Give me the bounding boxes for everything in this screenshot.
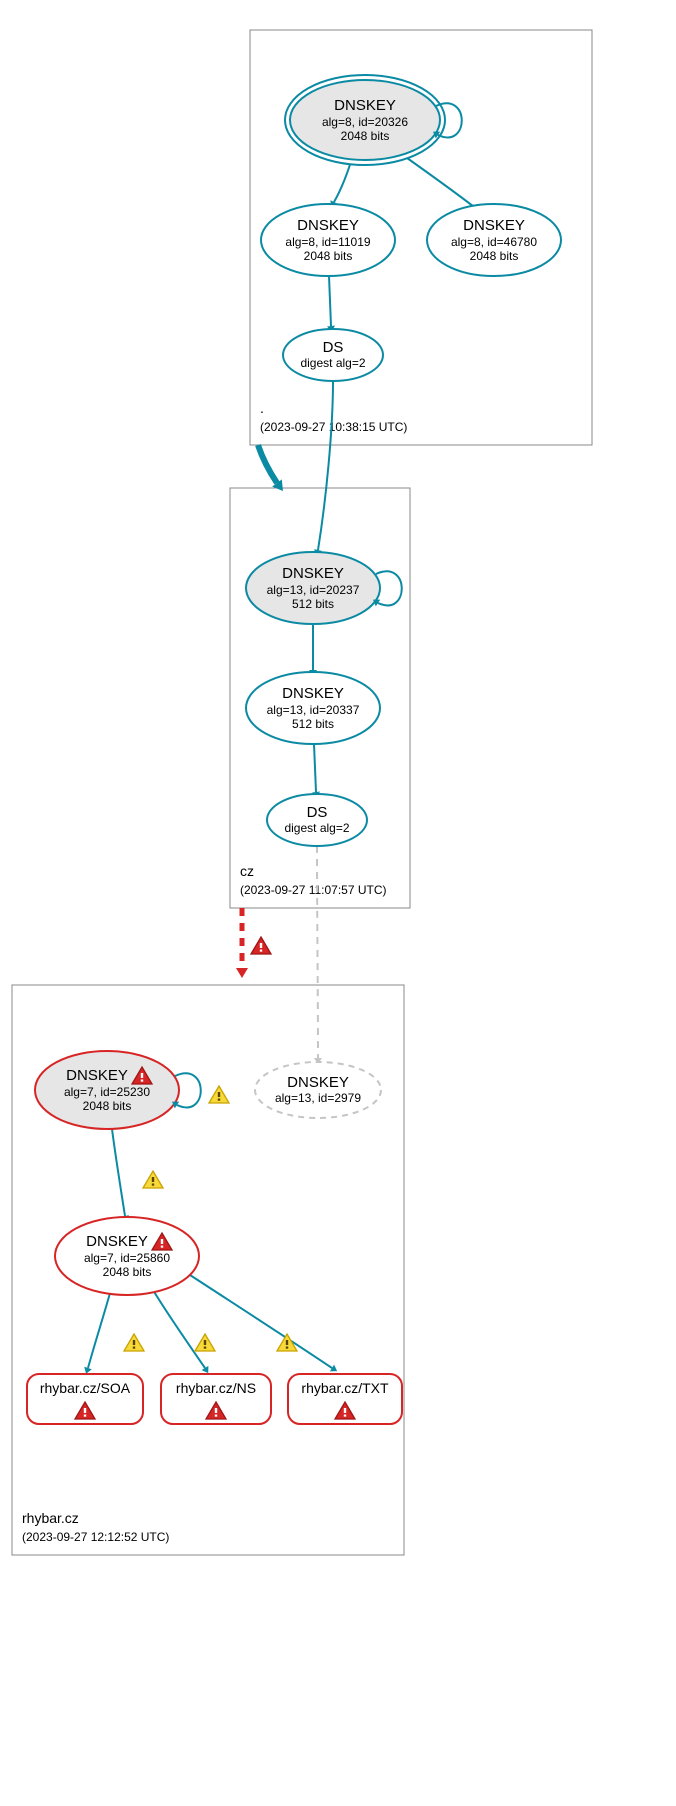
svg-text:(2023-09-27 11:07:57 UTC): (2023-09-27 11:07:57 UTC)	[240, 883, 387, 897]
svg-text:DNSKEY: DNSKEY	[282, 565, 344, 582]
svg-text:(2023-09-27 12:12:52 UTC): (2023-09-27 12:12:52 UTC)	[22, 1530, 169, 1544]
svg-text:.: .	[260, 400, 264, 416]
edge-root_ksk-root_zsk2	[400, 153, 478, 210]
svg-text:rhybar.cz/SOA: rhybar.cz/SOA	[40, 1380, 131, 1396]
svg-text:alg=7, id=25230: alg=7, id=25230	[64, 1085, 150, 1099]
edge-root_ds-cz_ksk	[318, 381, 333, 550]
edge-cz_zsk-cz_ds	[314, 744, 316, 792]
svg-text:rhybar.cz/NS: rhybar.cz/NS	[176, 1380, 256, 1396]
node-root_zsk1: DNSKEYalg=8, id=110192048 bits	[261, 204, 395, 276]
edge-cz_ds-rhy_ghost	[317, 846, 318, 1058]
node-rhy_zsk: DNSKEYalg=7, id=258602048 bits	[55, 1217, 199, 1295]
svg-text:DNSKEY: DNSKEY	[287, 1074, 349, 1091]
dnssec-diagram: . (2023-09-27 10:38:15 UTC) cz (2023-09-27 …	[0, 0, 676, 1806]
svg-text:alg=13, id=20337: alg=13, id=20337	[267, 703, 360, 717]
svg-text:alg=8, id=46780: alg=8, id=46780	[451, 235, 537, 249]
edge-rhy_zsk-soa	[88, 1293, 110, 1368]
edge-root_zsk1-root_ds	[329, 276, 331, 326]
edge-rhy_ksk-rhy_zsk	[112, 1129, 125, 1216]
edge-root_zone-cz_zone	[258, 445, 277, 483]
node-root_ds: DSdigest alg=2	[283, 329, 383, 381]
svg-text:alg=8, id=20326: alg=8, id=20326	[322, 115, 408, 129]
svg-text:2048 bits: 2048 bits	[83, 1099, 132, 1113]
svg-text:DS: DS	[307, 804, 328, 821]
svg-text:2048 bits: 2048 bits	[470, 249, 519, 263]
svg-text:cz: cz	[240, 863, 254, 879]
svg-text:digest alg=2: digest alg=2	[300, 356, 365, 370]
svg-text:DNSKEY: DNSKEY	[282, 685, 344, 702]
svg-text:DNSKEY: DNSKEY	[66, 1067, 128, 1084]
svg-text:2048 bits: 2048 bits	[304, 249, 353, 263]
svg-text:DS: DS	[323, 339, 344, 356]
node-cz_ksk: DNSKEYalg=13, id=20237512 bits	[246, 552, 402, 624]
edge-rhy_zsk-ns	[153, 1290, 205, 1368]
node-cz_zsk: DNSKEYalg=13, id=20337512 bits	[246, 672, 380, 744]
node-root_zsk2: DNSKEYalg=8, id=467802048 bits	[427, 204, 561, 276]
svg-text:DNSKEY: DNSKEY	[463, 217, 525, 234]
node-rhy_ksk: DNSKEYalg=7, id=252302048 bits	[35, 1051, 201, 1129]
svg-text:alg=13, id=2979: alg=13, id=2979	[275, 1091, 361, 1105]
svg-text:512 bits: 512 bits	[292, 597, 334, 611]
node-cz_ds: DSdigest alg=2	[267, 794, 367, 846]
svg-text:DNSKEY: DNSKEY	[86, 1233, 148, 1250]
svg-text:DNSKEY: DNSKEY	[297, 217, 359, 234]
svg-text:DNSKEY: DNSKEY	[334, 97, 396, 114]
svg-text:512 bits: 512 bits	[292, 717, 334, 731]
svg-text:2048 bits: 2048 bits	[103, 1265, 152, 1279]
edge-rhy_zsk-txt	[190, 1275, 332, 1368]
svg-text:(2023-09-27 10:38:15 UTC): (2023-09-27 10:38:15 UTC)	[260, 420, 407, 434]
svg-text:alg=7, id=25860: alg=7, id=25860	[84, 1251, 170, 1265]
svg-text:2048 bits: 2048 bits	[341, 129, 390, 143]
svg-text:rhybar.cz: rhybar.cz	[22, 1510, 79, 1526]
svg-text:alg=8, id=11019: alg=8, id=11019	[285, 235, 371, 249]
node-rhy_ghost: DNSKEYalg=13, id=2979	[255, 1062, 381, 1118]
node-root_ksk: DNSKEYalg=8, id=203262048 bits	[285, 75, 462, 165]
svg-text:digest alg=2: digest alg=2	[284, 821, 349, 835]
svg-text:alg=13, id=20237: alg=13, id=20237	[267, 583, 360, 597]
svg-text:rhybar.cz/TXT: rhybar.cz/TXT	[301, 1380, 389, 1396]
